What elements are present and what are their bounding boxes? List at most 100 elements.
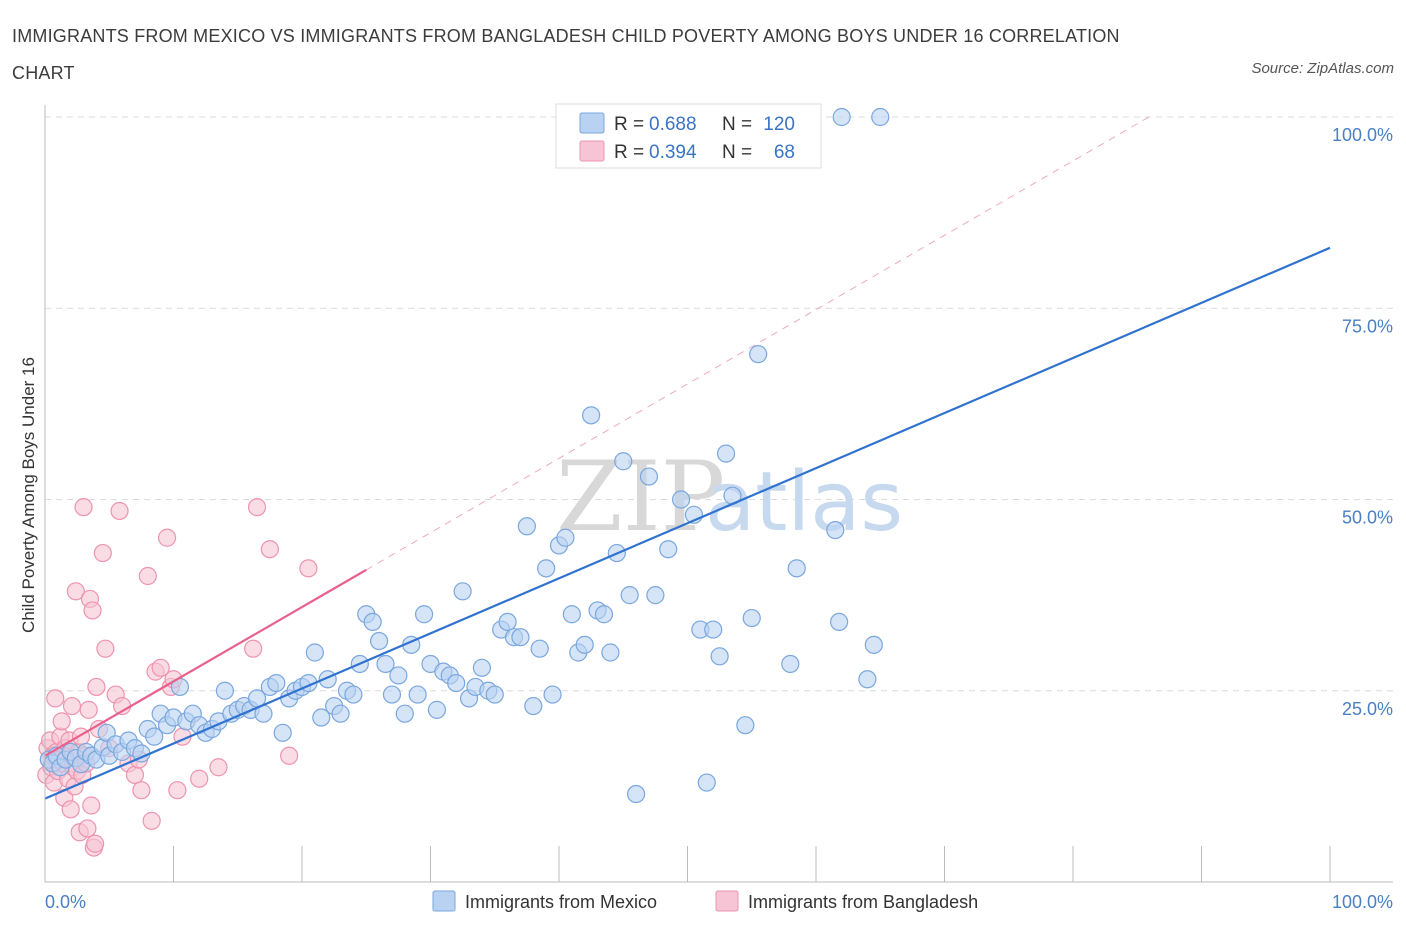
mexico-point: [145, 727, 164, 746]
bangladesh-point: [142, 811, 161, 830]
stats-r-value-mexico: 0.688: [649, 114, 697, 135]
stats-legend-swatch-bangladesh: [579, 140, 605, 162]
mexico-point: [414, 605, 434, 624]
mexico-point: [710, 647, 729, 666]
mexico-point: [626, 784, 646, 804]
mexico-point: [485, 685, 504, 704]
bangladesh-point: [87, 677, 106, 697]
mexico-point: [671, 490, 691, 509]
bangladesh-point: [74, 498, 93, 517]
bangladesh-point: [299, 559, 318, 578]
mexico-point: [331, 704, 350, 723]
mexico-point: [498, 612, 517, 632]
trend-line-mexico: [44, 246, 1331, 800]
mexico-point: [312, 708, 331, 727]
mexico-point: [864, 635, 883, 654]
bangladesh-point: [66, 582, 85, 601]
mexico-point: [858, 670, 877, 689]
mexico-point: [871, 107, 890, 127]
mexico-point: [781, 654, 800, 674]
mexico-point: [639, 467, 659, 486]
mexico-point: [427, 700, 447, 719]
bangladesh-point: [93, 543, 112, 563]
mexico-point: [704, 620, 723, 639]
mexico-point: [305, 643, 324, 662]
axes: [44, 105, 1393, 883]
mexico-point: [697, 773, 716, 792]
bangladesh-point: [61, 800, 80, 819]
mexico-point: [273, 723, 292, 742]
bangladesh-point: [157, 528, 177, 547]
mexico-point: [543, 685, 562, 704]
mexico-point: [614, 452, 633, 471]
mexico-point: [453, 582, 472, 601]
legend-swatch-bangladesh: [715, 890, 739, 912]
stats-r-label-mexico: R =: [614, 114, 644, 135]
mexico-point: [472, 658, 491, 677]
bangladesh-point: [86, 834, 105, 853]
mexico-point: [524, 696, 543, 716]
bangladesh-point: [52, 712, 71, 731]
legend-label-mexico: Immigrants from Mexico: [465, 892, 657, 912]
stats-n-value-mexico: 120: [763, 114, 795, 135]
bangladesh-point: [244, 639, 263, 658]
y-tick-labels: 25.0% 50.0% 75.0% 100.0%: [1332, 125, 1393, 719]
mexico-point: [601, 643, 620, 662]
bangladesh-point: [78, 819, 97, 838]
y-tick-label-75: 75.0%: [1342, 316, 1393, 336]
mexico-point: [620, 586, 639, 605]
legend-label-bangladesh: Immigrants from Bangladesh: [748, 892, 978, 912]
bangladesh-point: [46, 689, 65, 708]
chart-source: Source: ZipAtlas.com: [1251, 60, 1394, 77]
chart-title: IMMIGRANTS FROM MEXICO VS IMMIGRANTS FRO…: [12, 26, 1120, 83]
mexico-point: [556, 528, 575, 547]
stats-n-label-bangladesh: N =: [722, 142, 752, 163]
bangladesh-point: [138, 566, 157, 586]
bangladesh-point: [62, 696, 82, 716]
mexico-point: [344, 685, 363, 704]
mexico-point: [370, 631, 389, 651]
series-legend: Immigrants from Mexico Immigrants from B…: [432, 890, 978, 912]
bangladesh-point: [260, 540, 279, 559]
stats-legend-swatch-mexico: [579, 112, 605, 134]
mexico-point: [389, 666, 408, 685]
mexico-point: [594, 605, 614, 624]
stats-r-label-bangladesh: R =: [614, 142, 644, 163]
mexico-point: [363, 612, 382, 632]
mexico-point: [395, 704, 414, 723]
mexico-point: [582, 406, 601, 425]
bangladesh-point: [151, 658, 170, 677]
mexico-point: [646, 586, 665, 605]
y-axis-title: Child Poverty Among Boys Under 16: [19, 357, 38, 633]
y-tick-label-50: 50.0%: [1342, 508, 1393, 528]
mexico-point: [659, 540, 678, 559]
grid-layer: [45, 116, 1393, 692]
stats-n-value-bangladesh: 68: [774, 142, 795, 163]
y-tick-label-100: 100.0%: [1332, 125, 1393, 145]
bangladesh-point: [247, 498, 267, 517]
mexico-point: [716, 444, 736, 463]
bangladesh-point: [125, 765, 145, 785]
mexico-point: [832, 107, 851, 127]
legend-swatch-mexico: [432, 890, 456, 912]
mexico-point: [267, 673, 286, 693]
series-mexico-points: [39, 107, 890, 804]
mexico-point: [826, 520, 845, 540]
mexico-point: [517, 517, 536, 536]
mexico-point: [382, 685, 402, 704]
bangladesh-point: [83, 601, 102, 620]
mexico-point: [749, 345, 768, 364]
mexico-point: [787, 559, 806, 578]
bangladesh-point: [79, 700, 98, 719]
bangladesh-point: [132, 781, 151, 800]
mexico-point: [830, 612, 849, 632]
bangladesh-point: [96, 639, 115, 658]
mexico-point: [376, 654, 395, 674]
bangladesh-point: [280, 746, 299, 765]
mexico-point: [562, 605, 581, 624]
mexico-point: [736, 716, 755, 735]
bangladesh-point: [110, 501, 129, 521]
y-tick-label-25: 25.0%: [1342, 699, 1393, 719]
trend-line-bangladesh: [44, 568, 367, 757]
bangladesh-point: [190, 769, 209, 788]
